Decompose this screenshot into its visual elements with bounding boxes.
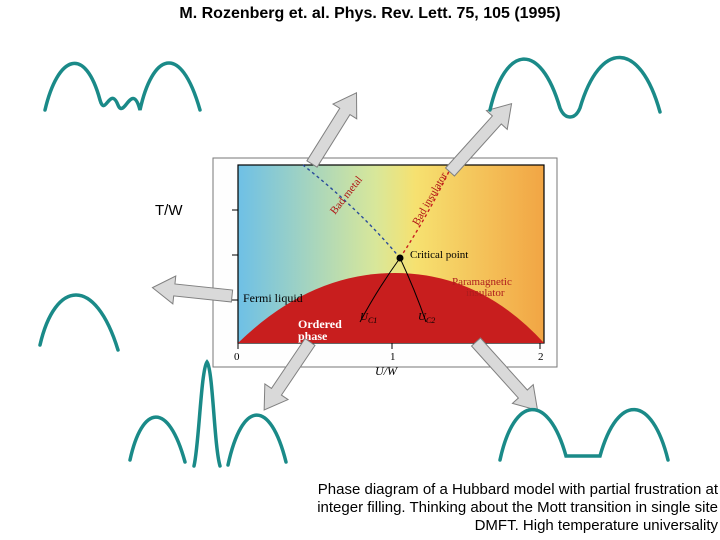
critical-point-label: Critical point bbox=[410, 249, 468, 261]
sketch-lower-right bbox=[500, 410, 668, 460]
sketch-upper-right bbox=[490, 57, 660, 117]
sketch-lower-left-left bbox=[130, 417, 185, 462]
sketch-mid-left bbox=[40, 295, 118, 350]
sketch-lower-left-right bbox=[228, 415, 286, 465]
critical-point-dot bbox=[397, 255, 404, 262]
x-tick-label: 0 bbox=[234, 351, 240, 363]
x-tick-label: 1 bbox=[390, 351, 396, 363]
x-axis-label: U/W bbox=[375, 364, 398, 378]
fermi-liquid-label: Fermi liquid bbox=[243, 291, 303, 305]
sketch-upper-left bbox=[45, 63, 200, 110]
figure-canvas: 0 1 2 U/W Fermi liquid Ordered phase Par… bbox=[0, 0, 720, 540]
x-tick-label: 2 bbox=[538, 351, 544, 363]
sketch-lower-left-peak bbox=[194, 362, 220, 466]
